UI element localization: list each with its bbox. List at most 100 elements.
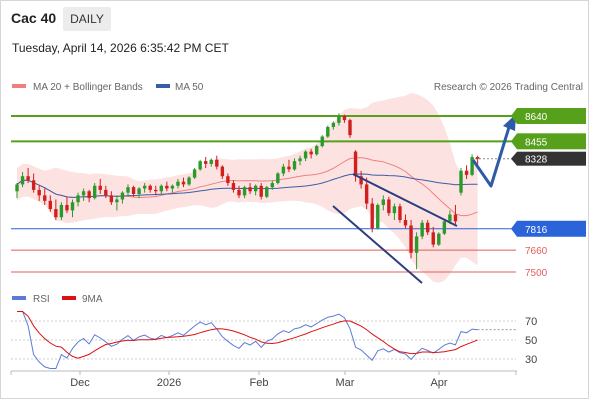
candle-body [453, 214, 458, 222]
level-8328-label: 8328 [525, 155, 548, 166]
rsi-ma-line [17, 311, 478, 359]
candle-body [70, 202, 75, 211]
interval-badge[interactable]: DAILY [63, 7, 111, 31]
x-tick-label: Dec [70, 377, 90, 389]
level-8640-tag-arrow [511, 108, 517, 124]
candle-body [115, 199, 119, 203]
level-8640-tag [517, 108, 586, 124]
bb-legend-label: MA 20 + Bollinger Bands [33, 82, 143, 93]
level-8455-tag [517, 133, 586, 150]
candle-body [181, 181, 186, 185]
rsi-ma-legend-swatch [62, 296, 76, 300]
candle-body [26, 176, 30, 181]
candle-body [48, 200, 52, 210]
rsi-tick-label: 70 [525, 316, 537, 328]
bollinger-band-area [17, 92, 478, 283]
candle-body [381, 199, 385, 205]
level-7500-label: 7500 [525, 268, 548, 279]
candle-body [76, 195, 80, 203]
candle-body [242, 187, 247, 196]
candle-body [126, 187, 130, 193]
candle-body [270, 183, 274, 188]
level-8455-label: 8455 [525, 137, 548, 148]
candle-body [20, 176, 25, 185]
candle-body [470, 157, 474, 175]
candle-body [142, 185, 147, 189]
candle-body [31, 180, 36, 190]
rsi-line [17, 311, 478, 369]
candle-body [54, 209, 58, 218]
candle-body [276, 173, 280, 184]
candle-body [348, 120, 352, 136]
candle-body [204, 161, 208, 164]
candle-body [220, 166, 225, 177]
candle-body [464, 170, 469, 175]
candle-body [376, 204, 380, 229]
x-tick-label: Apr [430, 377, 447, 389]
level-labels: 8640 8455 8328 7816 7660 7500 [511, 108, 586, 279]
credit-text: Research © 2026 Trading Central [434, 82, 583, 93]
candle-body [259, 185, 263, 197]
x-tick-label: 2026 [157, 377, 181, 389]
x-tick-label: Feb [250, 377, 269, 389]
level-7816-tag [517, 220, 586, 237]
candle-body [426, 222, 430, 233]
x-tick-label: Mar [336, 377, 355, 389]
ma50-legend-label: MA 50 [175, 82, 204, 93]
level-8328-tag-arrow [511, 151, 517, 166]
candle-body [148, 185, 152, 190]
channel-upper-line [352, 173, 458, 227]
candle-body [131, 187, 136, 194]
candle-body [104, 189, 108, 196]
candle-body [215, 159, 219, 167]
candle-body [392, 206, 397, 214]
level-7816-tag-arrow [511, 220, 517, 237]
candle-body [431, 232, 435, 245]
candle-body [292, 161, 297, 170]
candle-body [326, 126, 330, 137]
level-8328-tag [517, 151, 586, 166]
candle-body [43, 195, 47, 201]
candle-body [281, 166, 286, 174]
candle-body [187, 177, 191, 185]
x-axis: Dec 2026 Feb Mar Apr [10, 371, 517, 389]
chart-datetime: Tuesday, April 14, 2026 6:35:42 PM CET [12, 41, 229, 55]
candle-body [137, 188, 141, 194]
candle-body [248, 187, 252, 192]
candle-body [87, 191, 91, 199]
candle-body [165, 185, 169, 189]
candle-body [159, 185, 163, 192]
candle-body [15, 184, 19, 192]
drawings [332, 114, 516, 284]
channel-lower-line [332, 205, 423, 284]
candle-body [109, 195, 114, 203]
candle-body [265, 187, 269, 197]
candle-body [437, 233, 441, 245]
candle-body [170, 185, 175, 189]
candle-body [353, 151, 358, 177]
rsi-panel: 70 50 30 [11, 311, 537, 369]
level-8640-label: 8640 [525, 112, 548, 123]
candle-body [359, 176, 363, 185]
candle-body [448, 214, 452, 222]
candle-body [414, 236, 419, 253]
candle-body [93, 185, 97, 199]
chart-title: Cac 40 [11, 10, 57, 26]
candle-body [209, 159, 213, 164]
candles [15, 113, 480, 270]
candle-body [192, 169, 197, 178]
candle-body [409, 225, 413, 253]
candle-body [331, 122, 336, 127]
candle-body [342, 116, 347, 121]
candle-body [287, 166, 291, 170]
candle-body [120, 192, 125, 200]
candle-body [398, 206, 402, 220]
candle-body [81, 191, 86, 196]
candle-body [298, 158, 302, 162]
level-7816-label: 7816 [525, 225, 548, 236]
candle-body [403, 220, 408, 226]
ma50-legend-swatch [156, 84, 170, 88]
candle-body [231, 183, 236, 190]
bollinger-band [16, 92, 478, 283]
candle-body [198, 161, 202, 170]
